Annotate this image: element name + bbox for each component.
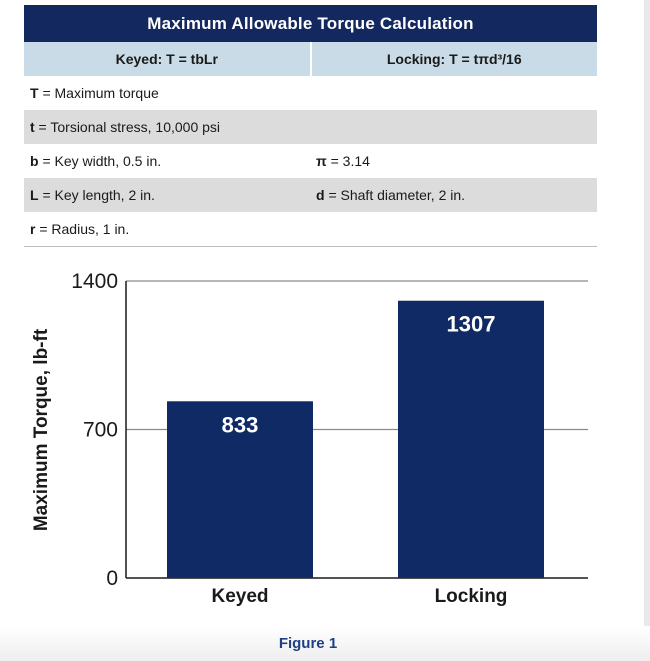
variable-description: = Maximum torque <box>38 85 159 101</box>
variable-symbol: b <box>30 153 39 169</box>
variable-description: = Key width, 0.5 in. <box>38 153 162 169</box>
variable-description: = Key length, 2 in. <box>38 187 155 203</box>
y-tick-label: 0 <box>106 567 118 590</box>
variable-symbol: t <box>30 119 35 135</box>
variable-description: = 3.14 <box>326 153 370 169</box>
variable-cell: T = Maximum torque <box>24 76 310 110</box>
y-tick-label: 1400 <box>71 270 118 293</box>
page-footer-band <box>0 626 650 661</box>
table-row: t = Torsional stress, 10,000 psi <box>24 110 597 144</box>
table-row: b = Key width, 0.5 in. π = 3.14 <box>24 144 597 178</box>
table-row: r = Radius, 1 in. <box>24 212 597 246</box>
variable-cell: π = 3.14 <box>310 144 597 178</box>
bar-keyed <box>167 401 313 578</box>
formula-locking: Locking: T = tπd³/16 <box>309 42 598 76</box>
variable-symbol: T <box>30 85 39 101</box>
y-axis-title: Maximum Torque, lb-ft <box>31 328 52 531</box>
calculation-table: Maximum Allowable Torque Calculation Key… <box>24 5 597 247</box>
variable-cell: b = Key width, 0.5 in. <box>24 144 310 178</box>
variable-symbol: r <box>30 221 36 237</box>
variable-cell: d = Shaft diameter, 2 in. <box>310 178 597 212</box>
variable-cell: L = Key length, 2 in. <box>24 178 310 212</box>
variable-symbol: L <box>30 187 39 203</box>
table-title: Maximum Allowable Torque Calculation <box>24 5 597 42</box>
x-category-label: Locking <box>435 586 508 607</box>
bar-data-label: 1307 <box>447 312 496 337</box>
variable-cell: r = Radius, 1 in. <box>24 212 310 246</box>
bar-data-label: 833 <box>222 412 259 437</box>
variable-symbol: π <box>316 153 327 169</box>
formula-row: Keyed: T = tbLr Locking: T = tπd³/16 <box>24 42 597 76</box>
variable-cell: t = Torsional stress, 10,000 psi <box>24 110 310 144</box>
formula-keyed: Keyed: T = tbLr <box>115 51 218 67</box>
variable-description: = Shaft diameter, 2 in. <box>324 187 466 203</box>
y-tick-label: 700 <box>83 419 118 442</box>
variable-description: = Radius, 1 in. <box>35 221 130 237</box>
table-row: T = Maximum torque <box>24 76 597 110</box>
x-category-label: Keyed <box>211 586 268 607</box>
variable-description: = Torsional stress, 10,000 psi <box>34 119 221 135</box>
table-bottom-rule <box>24 246 597 247</box>
variable-symbol: d <box>316 187 325 203</box>
table-row: L = Key length, 2 in. d = Shaft diameter… <box>24 178 597 212</box>
bar-locking <box>398 300 544 578</box>
figure-caption: Figure 1 <box>278 635 338 652</box>
page-edge <box>644 0 650 661</box>
